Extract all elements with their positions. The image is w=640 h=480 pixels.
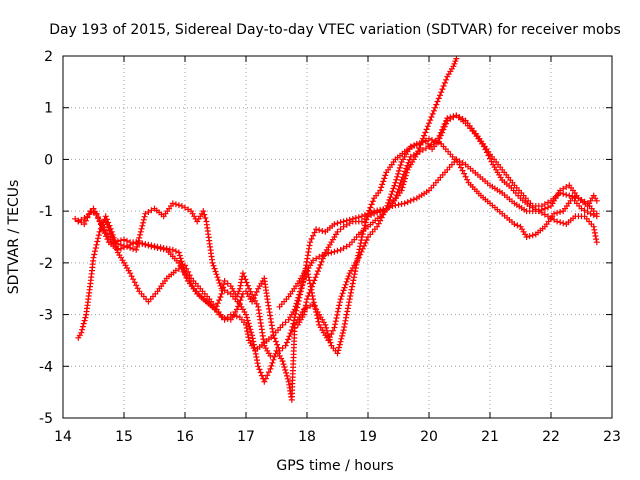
series-track-5 — [288, 112, 600, 334]
series-track-3 — [72, 112, 600, 403]
data-point-markers — [72, 112, 600, 403]
y-tick-label: 0 — [44, 152, 53, 168]
y-tick-label: -1 — [39, 204, 53, 220]
series-track-4 — [276, 135, 600, 344]
y-tick-label: -5 — [39, 411, 53, 427]
y-tick-label: -4 — [39, 359, 53, 375]
plot-frame — [62, 55, 613, 419]
x-tick-label: 23 — [603, 429, 621, 445]
x-tick-label: 17 — [237, 429, 255, 445]
x-tick-label: 21 — [481, 429, 499, 445]
y-axis-tick-labels: 2 1 0 -1 -2 -3 -4 -5 — [39, 49, 53, 427]
y-tick-label: 2 — [44, 49, 53, 65]
y-axis-label: SDTVAR / TECUs — [6, 180, 22, 295]
series-track-6 — [102, 218, 274, 359]
data-point-markers — [102, 218, 274, 359]
x-tick-label: 15 — [115, 429, 133, 445]
x-axis-label: GPS time / hours — [276, 458, 393, 474]
x-tick-label: 22 — [542, 429, 560, 445]
x-axis-tick-labels: 14 15 16 17 18 19 20 21 22 23 — [54, 429, 621, 445]
y-tick-label: 1 — [44, 101, 53, 117]
data-point-markers — [276, 135, 600, 344]
x-tick-label: 14 — [54, 429, 72, 445]
x-tick-label: 16 — [176, 429, 194, 445]
data-points — [72, 55, 600, 403]
x-tick-label: 20 — [420, 429, 438, 445]
x-tick-label: 19 — [359, 429, 377, 445]
y-tick-label: -2 — [39, 256, 53, 272]
data-point-markers — [288, 112, 600, 334]
y-tick-label: -3 — [39, 308, 53, 324]
x-tick-label: 18 — [298, 429, 316, 445]
chart-title: Day 193 of 2015, Sidereal Day-to-day VTE… — [49, 22, 621, 38]
